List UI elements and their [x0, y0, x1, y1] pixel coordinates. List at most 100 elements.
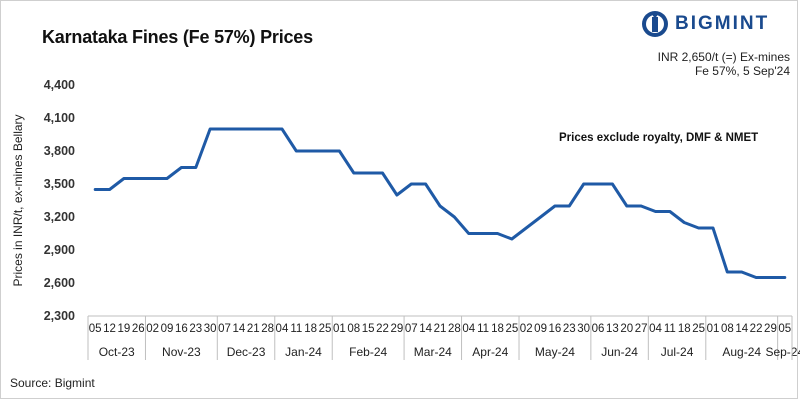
- price-data-point: [122, 177, 126, 180]
- brand-logo: BIGMINT: [641, 8, 769, 40]
- price-data-point: [453, 215, 456, 219]
- x-day-tick-label: 26: [132, 323, 145, 335]
- price-data-point: [366, 171, 370, 175]
- price-data-point: [697, 226, 700, 230]
- y-tick-label: 3,800: [44, 144, 75, 158]
- x-day-tick-label: 08: [721, 323, 734, 335]
- x-day-tick-label: 09: [161, 323, 174, 335]
- price-data-point: [611, 182, 614, 186]
- x-day-tick-label: 07: [218, 323, 231, 335]
- x-day-tick-label: 02: [520, 323, 533, 335]
- price-data-point: [596, 182, 600, 186]
- x-day-tick-label: 13: [606, 323, 619, 335]
- brand-name: BIGMINT: [675, 13, 770, 34]
- x-month-label: Apr-24: [472, 345, 508, 359]
- x-day-tick-label: 11: [664, 323, 676, 335]
- x-month-label: Mar-24: [414, 345, 452, 359]
- price-data-point: [381, 171, 384, 175]
- price-data-point: [496, 232, 499, 235]
- price-data-point: [740, 270, 743, 274]
- price-data-point: [654, 210, 657, 213]
- price-data-point: [108, 188, 111, 191]
- source-note: Source: Bigmint: [10, 376, 95, 390]
- price-data-point: [553, 204, 557, 208]
- price-info-note: INR 2,650/t (=) Ex-mines Fe 57%, 5 Sep'2…: [658, 50, 790, 78]
- x-day-tick-label: 29: [764, 323, 777, 335]
- x-day-tick-label: 05: [89, 323, 102, 335]
- price-data-point: [352, 171, 355, 175]
- price-data-point: [137, 177, 140, 180]
- y-axis-title: Prices in INR/t, ex-mines Bellary: [11, 114, 25, 286]
- x-day-tick-label: 28: [448, 323, 461, 335]
- price-data-point: [582, 182, 585, 186]
- x-day-tick-label: 28: [261, 323, 274, 335]
- y-tick-label: 2,900: [44, 243, 75, 257]
- price-data-point: [668, 210, 672, 213]
- x-day-tick-label: 14: [735, 323, 748, 335]
- x-day-tick-label: 25: [692, 323, 705, 335]
- price-data-point: [568, 204, 571, 208]
- price-data-point: [539, 215, 542, 219]
- x-day-tick-label: 21: [434, 323, 447, 335]
- x-day-tick-label: 22: [750, 323, 763, 335]
- x-day-tick-label: 01: [707, 323, 720, 335]
- price-data-point: [223, 127, 226, 131]
- x-day-tick-label: 14: [419, 323, 432, 335]
- price-data-point: [323, 149, 327, 153]
- price-data-point: [625, 204, 628, 208]
- price-data-point: [424, 182, 427, 186]
- y-tick-label: 3,200: [44, 210, 75, 224]
- price-info-line-2: Fe 57%, 5 Sep'24: [694, 64, 790, 78]
- x-day-tick-label: 12: [103, 323, 116, 335]
- price-data-point: [410, 182, 413, 186]
- x-day-tick-label: 11: [477, 323, 489, 335]
- price-data-point: [266, 127, 269, 131]
- x-month-label: Jun-24: [601, 345, 638, 359]
- x-day-tick-label: 06: [592, 323, 605, 335]
- y-tick-label: 3,500: [44, 177, 75, 191]
- x-month-label: Sep-24: [765, 345, 800, 359]
- x-month-label: Jan-24: [285, 345, 322, 359]
- price-data-point: [510, 237, 514, 241]
- price-data-point: [151, 177, 154, 180]
- x-day-tick-label: 02: [146, 323, 159, 335]
- price-data-point: [467, 232, 470, 235]
- x-month-label: Aug-24: [722, 345, 761, 359]
- bigmint-logo-icon: [642, 11, 668, 37]
- x-day-tick-label: 22: [376, 323, 389, 335]
- x-day-tick-label: 04: [649, 323, 662, 335]
- price-data-point: [194, 166, 197, 169]
- price-data-point: [165, 177, 169, 180]
- x-day-tick-label: 23: [563, 323, 576, 335]
- chart-annotation: Prices exclude royalty, DMF & NMET: [559, 132, 759, 144]
- y-tick-label: 4,100: [44, 111, 75, 125]
- x-day-tick-label: 04: [462, 323, 475, 335]
- price-data-point: [754, 276, 758, 279]
- price-data-point: [180, 166, 183, 169]
- x-day-tick-label: 16: [549, 323, 562, 335]
- price-data-point: [252, 127, 255, 131]
- y-tick-label: 4,400: [44, 78, 75, 92]
- price-data-point: [295, 149, 298, 153]
- x-month-label: Nov-23: [162, 345, 201, 359]
- price-data-point: [726, 270, 729, 274]
- x-day-tick-label: 20: [620, 323, 633, 335]
- x-day-tick-label: 16: [175, 323, 188, 335]
- x-day-tick-label: 15: [362, 323, 375, 335]
- price-data-point: [711, 226, 715, 230]
- x-day-tick-label: 30: [577, 323, 590, 335]
- x-day-tick-label: 09: [534, 323, 547, 335]
- x-day-tick-label: 23: [189, 323, 202, 335]
- price-data-point: [683, 221, 686, 224]
- price-data-point: [338, 149, 341, 153]
- price-data-point: [769, 276, 772, 279]
- x-day-tick-label: 05: [778, 323, 791, 335]
- x-day-tick-label: 30: [204, 323, 217, 335]
- y-tick-label: 2,600: [44, 276, 75, 290]
- x-day-tick-label: 14: [232, 323, 245, 335]
- price-info-line-1: INR 2,650/t (=) Ex-mines: [657, 50, 790, 64]
- price-data-point: [525, 226, 528, 230]
- price-data-point: [783, 276, 787, 279]
- x-month-label: May-24: [535, 345, 575, 359]
- price-data-point: [395, 193, 399, 197]
